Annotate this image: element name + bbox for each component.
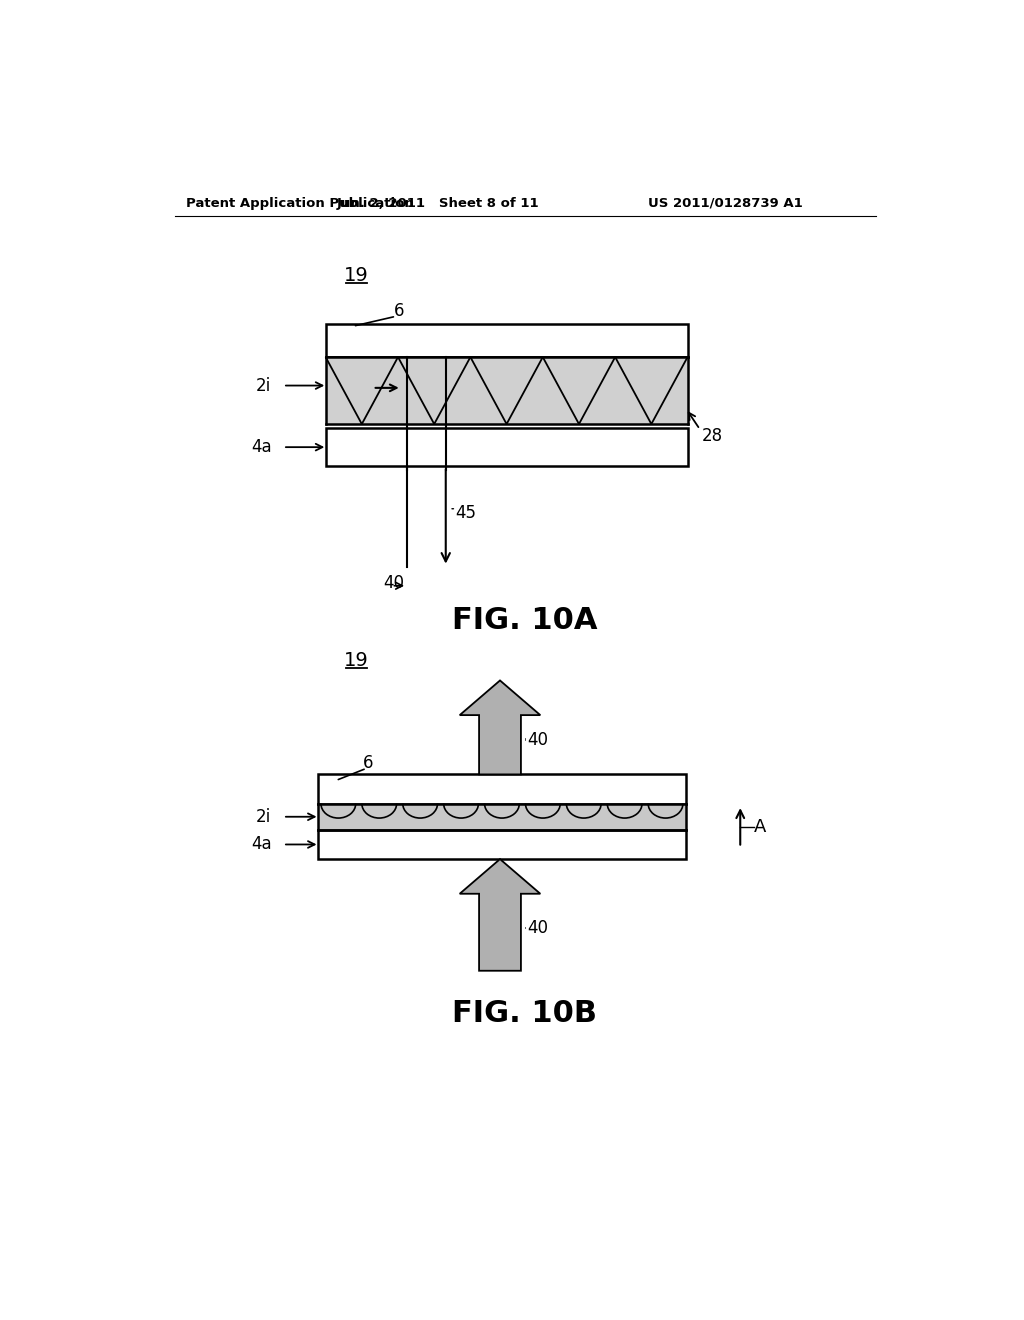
Text: A: A bbox=[755, 818, 767, 836]
Text: Patent Application Publication: Patent Application Publication bbox=[186, 197, 414, 210]
Text: 2i: 2i bbox=[256, 808, 271, 826]
Text: 4a: 4a bbox=[251, 836, 271, 854]
Text: FIG. 10A: FIG. 10A bbox=[452, 606, 598, 635]
Polygon shape bbox=[470, 358, 543, 424]
Text: 2i: 2i bbox=[256, 376, 271, 395]
Polygon shape bbox=[398, 358, 470, 424]
Bar bbox=[326, 323, 687, 358]
Polygon shape bbox=[543, 358, 615, 424]
Polygon shape bbox=[615, 358, 687, 424]
Text: 40: 40 bbox=[384, 574, 404, 593]
Polygon shape bbox=[326, 358, 398, 424]
Bar bbox=[317, 775, 686, 804]
Text: 40: 40 bbox=[527, 731, 548, 748]
Text: 19: 19 bbox=[344, 651, 369, 671]
Text: FIG. 10B: FIG. 10B bbox=[453, 999, 597, 1027]
Text: 40: 40 bbox=[527, 920, 548, 937]
Bar bbox=[317, 804, 686, 830]
Text: 4a: 4a bbox=[251, 438, 271, 457]
Polygon shape bbox=[460, 859, 541, 970]
Text: US 2011/0128739 A1: US 2011/0128739 A1 bbox=[647, 197, 802, 210]
Bar bbox=[326, 428, 687, 466]
Polygon shape bbox=[460, 681, 541, 775]
Bar bbox=[326, 358, 687, 424]
Text: 6: 6 bbox=[362, 754, 374, 772]
Bar bbox=[317, 830, 686, 859]
Text: 28: 28 bbox=[701, 426, 723, 445]
Text: Jun. 2, 2011   Sheet 8 of 11: Jun. 2, 2011 Sheet 8 of 11 bbox=[337, 197, 540, 210]
Text: 45: 45 bbox=[455, 504, 476, 521]
Text: 19: 19 bbox=[344, 265, 369, 285]
Text: 6: 6 bbox=[394, 302, 404, 319]
